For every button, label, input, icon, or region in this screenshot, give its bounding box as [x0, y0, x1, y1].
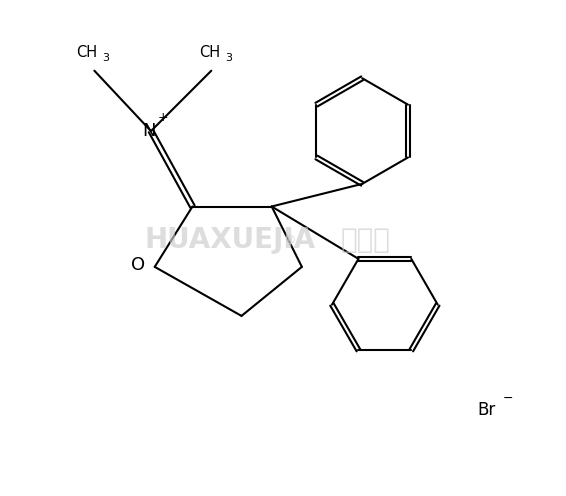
Text: Br: Br: [478, 401, 496, 419]
Text: CH: CH: [76, 45, 97, 60]
Text: N: N: [143, 122, 156, 140]
Text: 3: 3: [102, 53, 109, 63]
Text: +: +: [158, 111, 168, 124]
Text: 化学加: 化学加: [341, 227, 391, 254]
Text: O: O: [131, 256, 145, 274]
Text: CH: CH: [199, 45, 220, 60]
Text: 3: 3: [225, 53, 232, 63]
Text: ®: ®: [283, 234, 295, 247]
Text: HUAXUEJIA: HUAXUEJIA: [145, 227, 316, 254]
Text: −: −: [503, 392, 513, 405]
